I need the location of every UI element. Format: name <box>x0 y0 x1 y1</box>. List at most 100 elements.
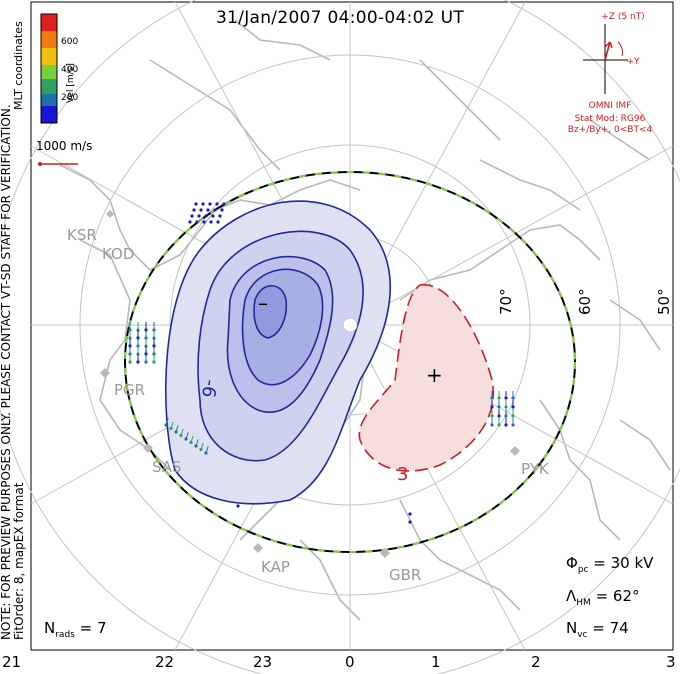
colorbar-seg-3 <box>41 48 57 65</box>
stat-nrads-sub: rads <box>55 630 75 640</box>
positive-cell <box>358 284 495 472</box>
vector-dot <box>236 504 240 508</box>
plot-frame <box>30 1 674 651</box>
station-sas: SAS <box>152 458 182 476</box>
station-kap: KAP <box>261 558 290 576</box>
stat-nvc-sym: N <box>566 619 578 637</box>
preview-note: NOTE: FOR PREVIEW PURPOSES ONLY. PLEASE … <box>0 104 26 640</box>
hm-boundary-green <box>124 171 576 553</box>
station-gbr: GBR <box>389 566 422 584</box>
station-ksr: KSR <box>67 226 97 244</box>
vector-dot <box>199 208 203 212</box>
vector-line <box>200 442 204 450</box>
vector-line <box>195 439 199 447</box>
vector-line <box>185 432 189 440</box>
stat-n-vc: Nvc = 74 <box>566 619 629 640</box>
pole-marker <box>342 317 358 333</box>
vector-dot <box>218 214 222 218</box>
colorbar-title: Vel [m/s] <box>66 63 76 103</box>
colorbar-seg-7 <box>41 106 57 123</box>
mlt-tick-22: 22 <box>155 653 175 671</box>
imf-y-label: +Y <box>626 57 640 67</box>
stat-phi-val: = 30 kV <box>588 554 654 572</box>
lat-label-70: 70° <box>497 288 515 315</box>
imf-stat-mod: Stat Mod: RG96 <box>574 114 646 124</box>
preview-note-line2: FitOrder: 8, mapEX format <box>12 482 26 640</box>
vector-dot <box>220 208 224 212</box>
mlt-tick-2: 2 <box>531 653 541 671</box>
colorbar-tick-600: 600 <box>61 37 79 47</box>
colorbar-tick-400: 400 <box>61 65 79 75</box>
vector-dot <box>201 202 205 206</box>
colorbar-seg-1 <box>41 14 57 31</box>
imf-source: OMNI IMF <box>588 101 632 111</box>
reference-vector-label: 1000 m/s <box>36 139 93 153</box>
station-kod: KOD <box>102 245 135 263</box>
colorbar-seg-5 <box>41 79 57 94</box>
vector-dot <box>408 512 412 516</box>
negative-contour-label: -6 <box>197 378 221 399</box>
vector-line <box>170 421 174 429</box>
colorbar-tick-200: 200 <box>61 93 79 103</box>
vector-dot <box>408 520 412 524</box>
station-markers <box>100 210 520 558</box>
colorbar-seg-4 <box>41 65 57 79</box>
station-pyk: PYK <box>521 460 549 478</box>
map-title: 31/Jan/2007 04:00-04:02 UT <box>215 8 465 28</box>
vector-dot <box>213 208 217 212</box>
vector-dot <box>215 202 219 206</box>
vector-dot <box>197 214 201 218</box>
negative-cell-core <box>253 284 288 339</box>
stat-nvc-val: = 74 <box>587 619 629 637</box>
vector-dot <box>209 220 213 224</box>
vector-dot <box>208 202 212 206</box>
vector-dot <box>211 214 215 218</box>
mlt-tick-23: 23 <box>253 653 273 671</box>
velocity-vectors <box>128 202 515 524</box>
vector-line <box>175 425 179 433</box>
mlt-tick-21: 21 <box>2 653 22 671</box>
stat-nrads-sym: N <box>44 619 56 637</box>
reference-vector <box>38 162 78 166</box>
imf-z-label: +Z (5 nT) <box>601 12 645 22</box>
vector-dot <box>194 202 198 206</box>
vector-dot <box>206 208 210 212</box>
stat-lam-sym: Λ <box>566 587 577 605</box>
vector-dot <box>222 202 226 206</box>
lat-label-60: 60° <box>576 288 594 315</box>
colorbar-seg-6 <box>41 94 57 106</box>
vector-line <box>180 428 184 436</box>
stat-nrads-val: = 7 <box>74 619 107 637</box>
mlt-tick-0: 0 <box>345 653 355 671</box>
vector-dot <box>216 220 220 224</box>
mlt-tick-3: 3 <box>666 653 676 671</box>
stat-lam-sub: HM <box>576 598 591 608</box>
vector-dot <box>202 220 206 224</box>
stat-lambda-hm: ΛHM = 62° <box>566 587 640 608</box>
vector-dot <box>190 214 194 218</box>
colorbar-seg-2 <box>41 31 57 48</box>
negative-cell-min-marker: – <box>258 291 268 315</box>
vector-line <box>190 435 194 443</box>
station-pgr: PGR <box>114 381 146 399</box>
stat-n-rads: Nrads = 7 <box>44 619 107 640</box>
vector-line <box>205 446 209 454</box>
stat-lam-val: = 62° <box>590 587 640 605</box>
stat-nvc-sub: vc <box>577 630 588 640</box>
vector-dot <box>188 220 192 224</box>
imf-dial <box>583 24 628 94</box>
vector-line <box>165 418 169 426</box>
imf-condition: Bz+/By+, 0<BT<4 <box>567 125 653 135</box>
vector-dot <box>192 208 196 212</box>
positive-contour-label: 3 <box>397 464 408 485</box>
positive-cell-max-marker: + <box>426 363 443 387</box>
stat-phi-sym: Φ <box>566 554 578 572</box>
vector-dot <box>195 220 199 224</box>
colorbar <box>40 13 58 124</box>
vector-dot <box>204 214 208 218</box>
coordinates-label: MLT coordinates <box>12 21 25 110</box>
mlt-tick-1: 1 <box>431 653 441 671</box>
stat-phi-pc: Φpc = 30 kV <box>566 554 653 575</box>
stat-phi-sub: pc <box>577 565 589 575</box>
